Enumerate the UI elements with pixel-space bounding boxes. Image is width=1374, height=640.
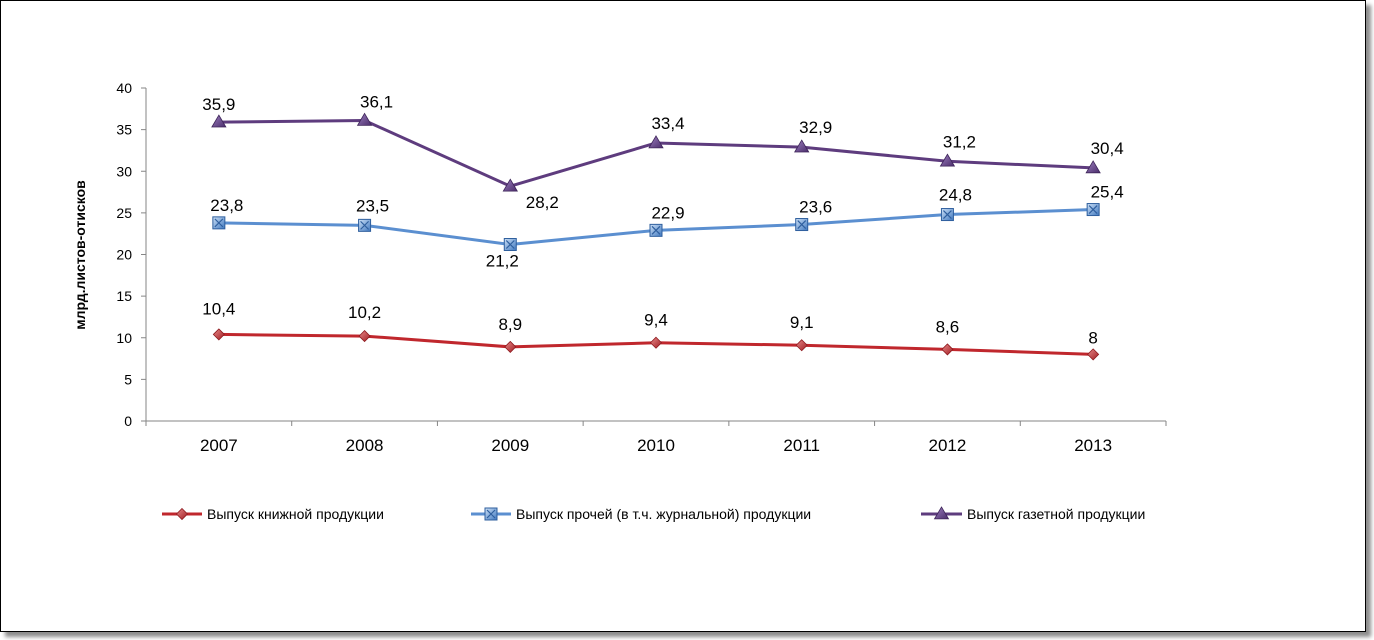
data-label: 24,8: [939, 186, 972, 205]
x-tick-label: 2007: [200, 436, 238, 455]
y-tick-label: 25: [116, 205, 132, 221]
marker-square-cross: [505, 240, 515, 249]
data-label: 8,6: [936, 317, 960, 336]
data-label: 36,1: [360, 92, 393, 111]
data-label: 25,4: [1091, 183, 1124, 202]
data-point: [212, 216, 226, 230]
data-point: [1087, 348, 1100, 361]
marker-square-cross: [651, 225, 661, 235]
data-label: 31,2: [943, 132, 976, 151]
data-label: 28,2: [526, 193, 559, 212]
x-tick-label: 2009: [491, 436, 529, 455]
x-tick-label: 2012: [929, 436, 967, 455]
data-point: [504, 340, 517, 353]
marker-square-cross: [360, 220, 369, 230]
data-point: [941, 343, 954, 356]
data-point: [212, 328, 225, 341]
data-label: 8,9: [498, 315, 522, 334]
y-tick-label: 15: [116, 288, 132, 304]
legend-item: Выпуск прочей (в т.ч. журнальной) продук…: [471, 506, 811, 522]
data-point: [358, 330, 371, 343]
y-tick-label: 0: [124, 413, 132, 429]
legend-item: Выпуск газетной продукции: [921, 506, 1145, 522]
data-label: 30,4: [1091, 139, 1124, 158]
data-point: [649, 223, 663, 237]
data-label: 32,9: [799, 118, 832, 137]
data-label: 23,8: [210, 196, 243, 215]
legend-swatch-marker: [933, 506, 950, 520]
data-point: [648, 135, 664, 149]
data-label: 8: [1088, 328, 1097, 347]
data-label: 23,6: [799, 198, 832, 217]
x-tick-label: 2011: [783, 436, 820, 455]
data-label: 33,4: [651, 114, 684, 133]
legend-swatch-marker: [175, 507, 189, 521]
y-tick-label: 35: [116, 122, 132, 138]
legend-label: Выпуск книжной продукции: [207, 506, 384, 522]
data-point: [1085, 160, 1101, 174]
data-label: 9,4: [644, 311, 668, 330]
x-tick-label: 2010: [637, 436, 675, 455]
legend-swatch-marker: [484, 507, 498, 521]
y-axis-label: млрд.листов-отисков: [72, 180, 88, 330]
series-3: [211, 112, 1101, 192]
x-tick-label: 2008: [346, 436, 384, 455]
legend-item: Выпуск книжной продукции: [162, 506, 384, 522]
data-point: [502, 178, 518, 192]
y-tick-label: 30: [116, 163, 132, 179]
data-point: [1086, 203, 1100, 217]
y-tick-label: 10: [116, 330, 132, 346]
data-point: [503, 238, 517, 252]
data-point: [211, 114, 227, 128]
legend-label: Выпуск прочей (в т.ч. журнальной) продук…: [516, 506, 811, 522]
marker-square-cross: [1088, 205, 1098, 214]
x-tick-label: 2013: [1074, 436, 1112, 455]
data-label: 10,2: [348, 303, 381, 322]
data-point: [939, 153, 956, 167]
data-label: 9,1: [790, 313, 814, 332]
data-point: [794, 139, 810, 153]
data-label: 23,5: [356, 196, 389, 215]
data-label: 10,4: [202, 299, 235, 318]
data-point: [940, 208, 954, 222]
data-label: 21,2: [486, 252, 519, 271]
y-tick-label: 40: [116, 80, 132, 96]
data-label: 35,9: [202, 95, 235, 114]
marker-square-cross: [486, 509, 496, 519]
series-2: [212, 203, 1100, 252]
y-tick-label: 20: [116, 247, 132, 263]
legend: Выпуск книжной продукции Выпуск прочей (в…: [162, 506, 1145, 522]
data-label: 22,9: [651, 203, 684, 222]
y-tick-label: 5: [124, 371, 132, 387]
legend-label: Выпуск газетной продукции: [967, 506, 1145, 522]
data-point: [356, 112, 373, 126]
data-point: [358, 218, 372, 232]
series-1: [212, 328, 1100, 361]
data-point: [649, 336, 663, 349]
marker-square-cross: [943, 210, 952, 219]
data-point: [795, 339, 808, 352]
marker-square-cross: [214, 218, 224, 228]
marker-square-cross: [797, 220, 807, 229]
data-point: [795, 218, 809, 232]
